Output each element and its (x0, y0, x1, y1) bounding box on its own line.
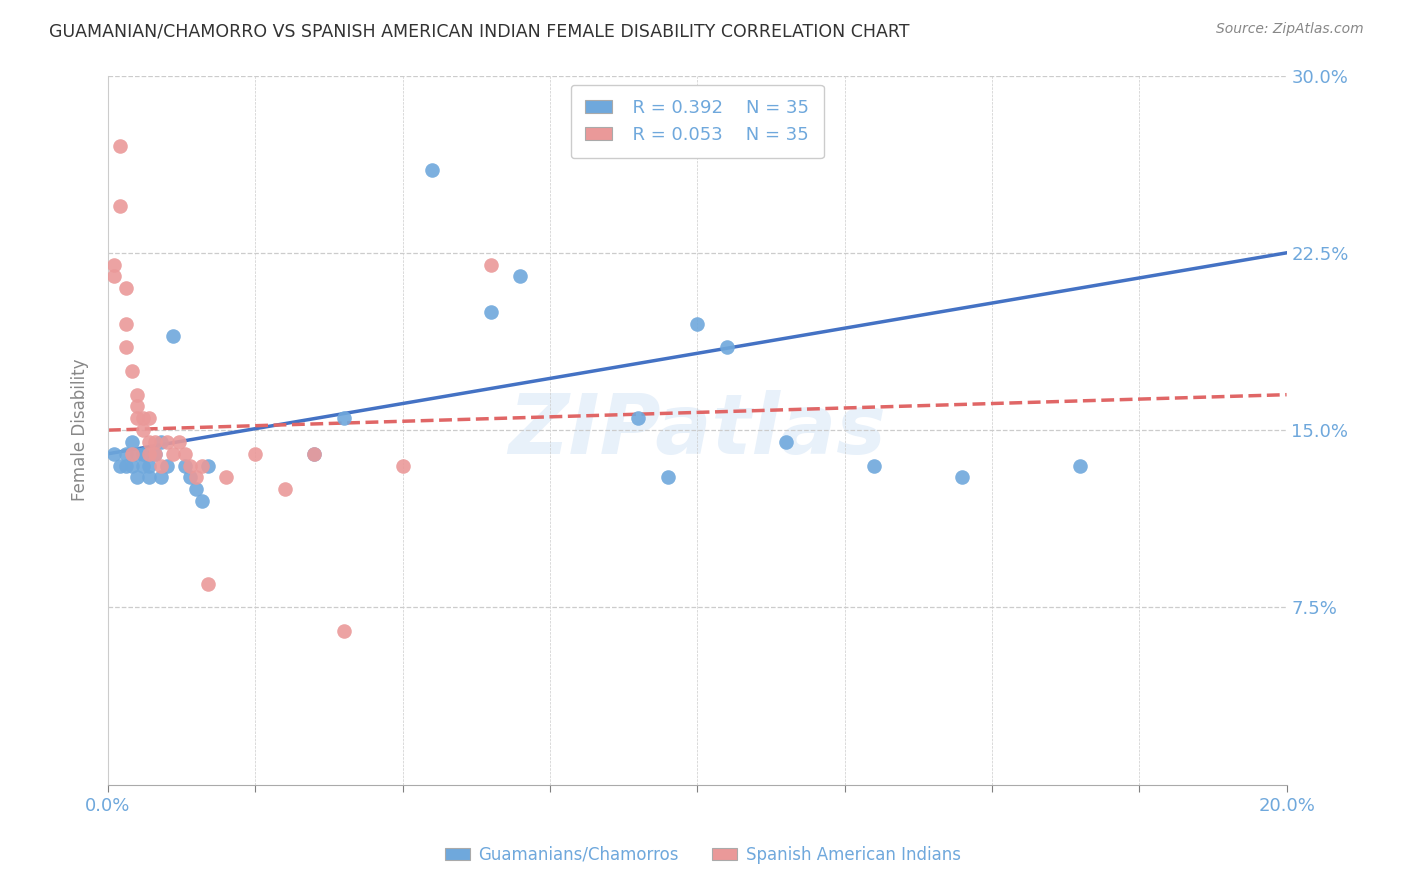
Point (186, 470, 208, 484)
Y-axis label: Female Disability: Female Disability (72, 359, 89, 501)
Point (121, 458, 143, 473)
Point (150, 470, 173, 484)
Point (132, 411, 155, 425)
Point (132, 423, 155, 437)
Point (150, 434, 173, 449)
Legend:   R = 0.392    N = 35,   R = 0.053    N = 35: R = 0.392 N = 35, R = 0.053 N = 35 (571, 85, 824, 159)
Text: Source: ZipAtlas.com: Source: ZipAtlas.com (1216, 22, 1364, 37)
Point (162, 328, 184, 343)
Point (509, 269, 531, 284)
Point (245, 447, 267, 461)
Point (121, 447, 143, 461)
Point (716, 340, 738, 354)
Point (138, 411, 160, 425)
Point (332, 411, 354, 425)
Point (138, 470, 160, 484)
Point (479, 258, 502, 272)
Point (103, 447, 125, 461)
Point (173, 458, 195, 473)
Point (156, 458, 179, 473)
Point (627, 411, 650, 425)
Point (191, 458, 214, 473)
Point (127, 411, 149, 425)
Point (304, 447, 326, 461)
Point (952, 470, 974, 484)
Point (863, 458, 886, 473)
Legend: Guamanians/Chamorros, Spanish American Indians: Guamanians/Chamorros, Spanish American I… (439, 839, 967, 871)
Point (391, 458, 413, 473)
Point (108, 139, 131, 153)
Point (186, 482, 208, 496)
Point (132, 447, 155, 461)
Point (191, 494, 214, 508)
Point (332, 624, 354, 638)
Point (150, 458, 173, 473)
Point (173, 447, 195, 461)
Point (197, 458, 219, 473)
Point (197, 576, 219, 591)
Point (103, 258, 125, 272)
Point (686, 317, 709, 331)
Point (108, 198, 131, 212)
Point (138, 458, 160, 473)
Point (103, 269, 125, 284)
Point (127, 387, 149, 401)
Point (215, 470, 238, 484)
Point (304, 447, 326, 461)
Point (114, 458, 136, 473)
Point (127, 400, 149, 414)
Point (121, 364, 143, 378)
Point (143, 447, 166, 461)
Point (479, 305, 502, 319)
Point (143, 447, 166, 461)
Point (108, 458, 131, 473)
Text: GUAMANIAN/CHAMORRO VS SPANISH AMERICAN INDIAN FEMALE DISABILITY CORRELATION CHAR: GUAMANIAN/CHAMORRO VS SPANISH AMERICAN I… (49, 22, 910, 40)
Point (114, 447, 136, 461)
Point (132, 458, 155, 473)
Point (114, 281, 136, 295)
Point (127, 447, 149, 461)
Point (162, 447, 184, 461)
Point (179, 458, 201, 473)
Point (114, 340, 136, 354)
Point (167, 434, 190, 449)
Text: ZIPatlas: ZIPatlas (509, 390, 886, 471)
Point (775, 434, 797, 449)
Point (274, 482, 297, 496)
Point (138, 434, 160, 449)
Point (156, 434, 179, 449)
Point (127, 470, 149, 484)
Point (420, 163, 443, 178)
Point (179, 470, 201, 484)
Point (143, 434, 166, 449)
Point (1069, 458, 1091, 473)
Point (138, 447, 160, 461)
Point (114, 317, 136, 331)
Point (657, 470, 679, 484)
Point (121, 434, 143, 449)
